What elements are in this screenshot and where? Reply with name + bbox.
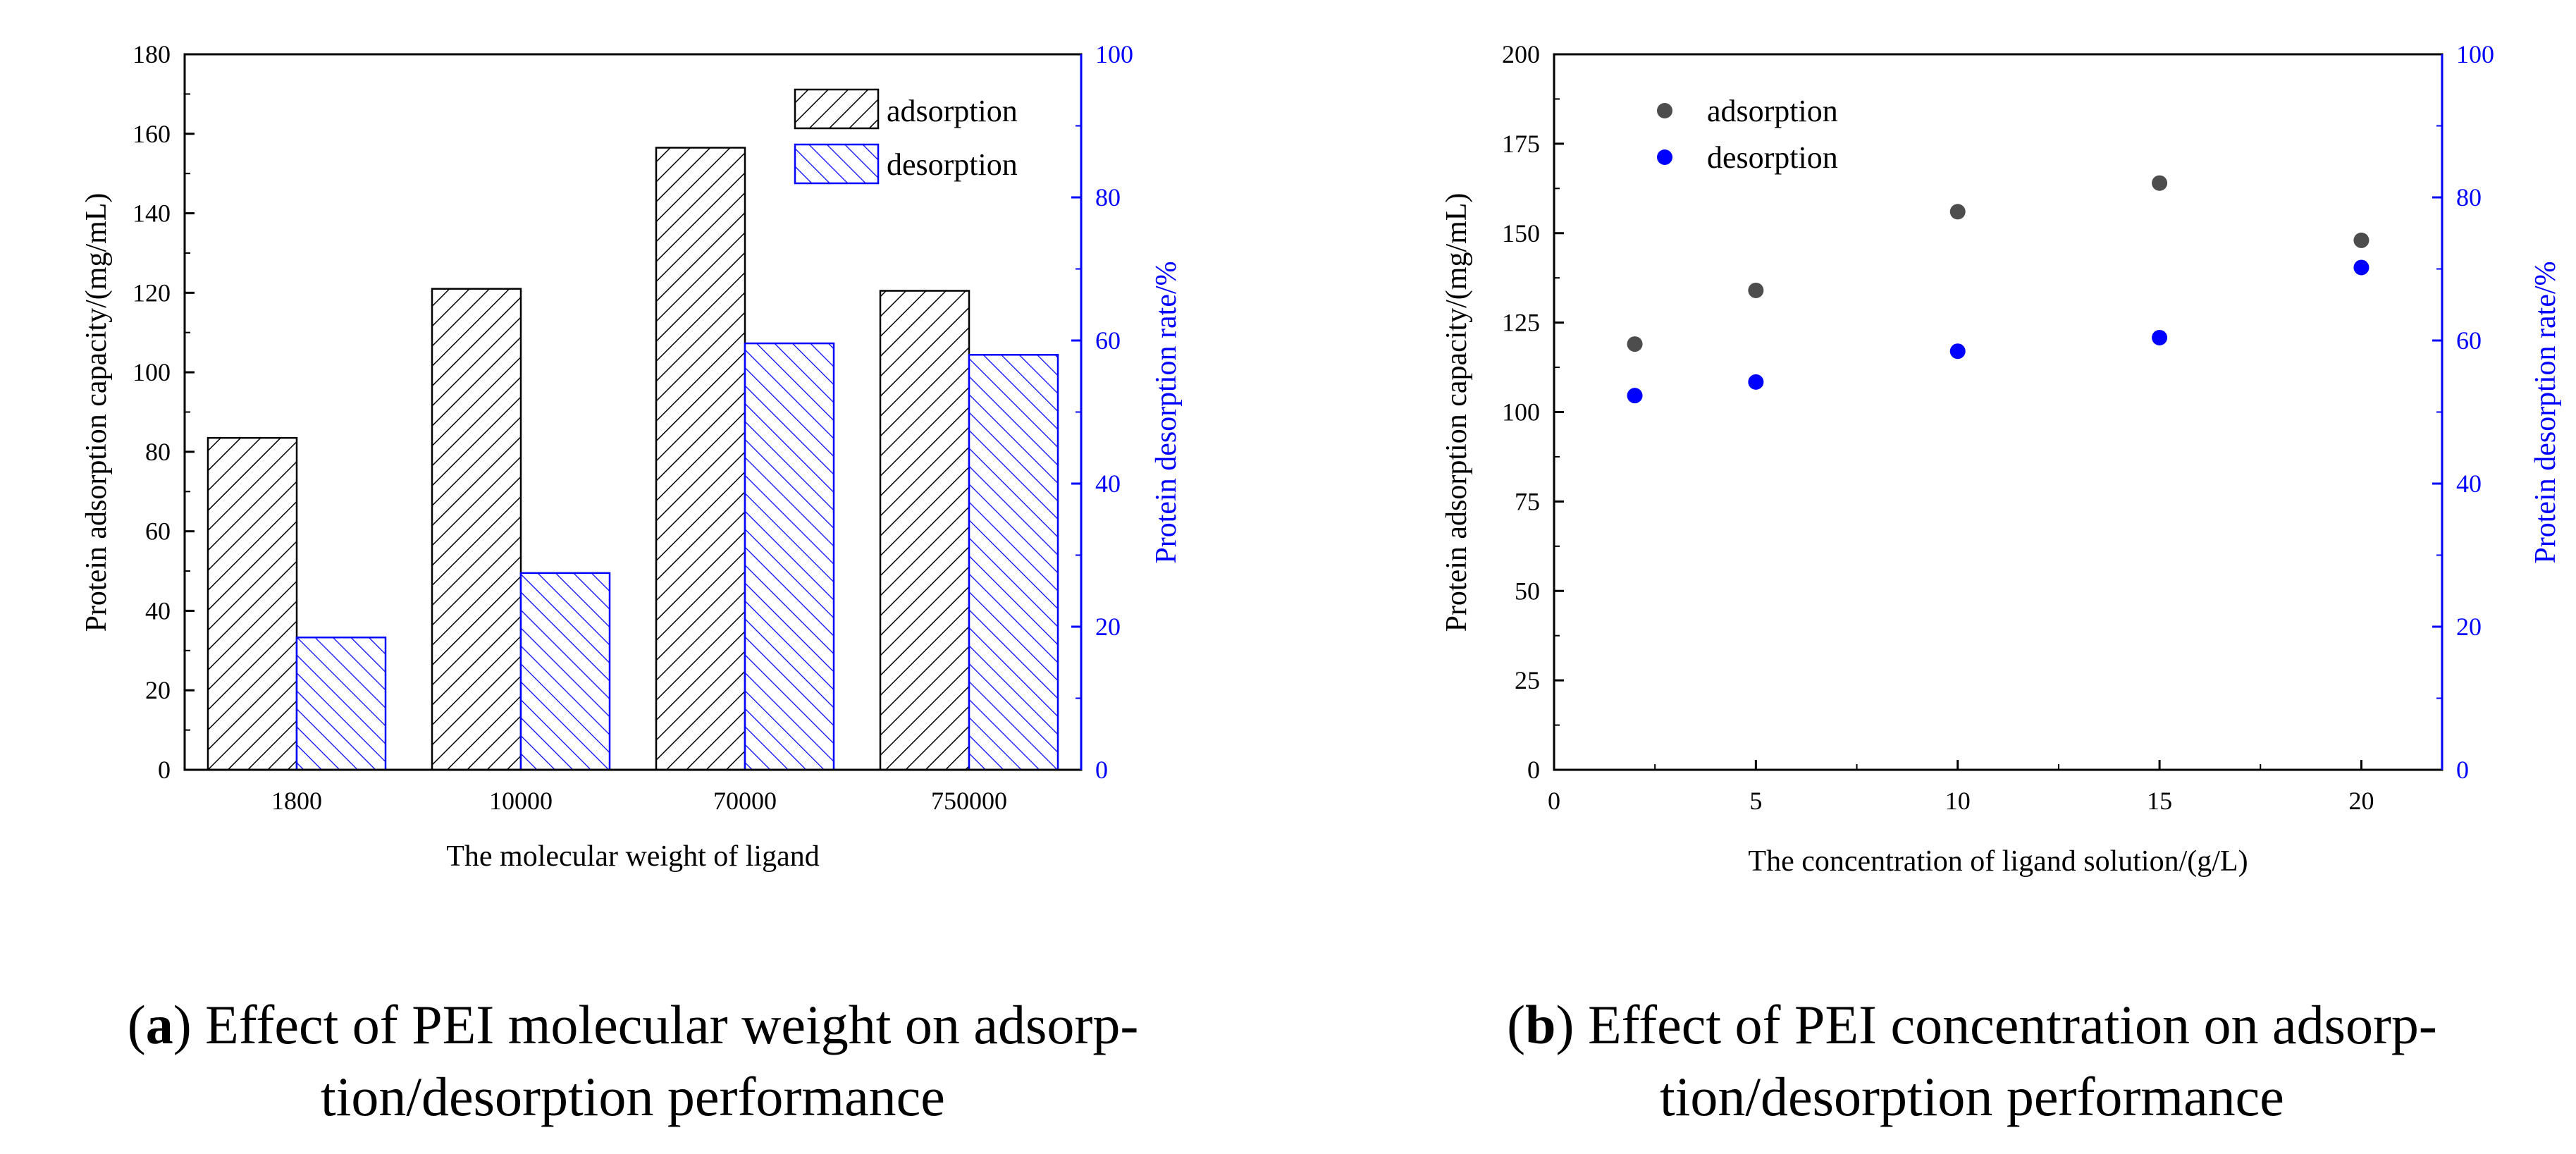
y2-axis-title-b: Protein desorption rate/%	[2529, 261, 2562, 563]
point-desorption-2	[1627, 388, 1643, 404]
legend-a: adsorption desorption	[794, 88, 1018, 185]
bar-desorption-10000	[519, 572, 611, 771]
legend-label-desorption-b: desorption	[1707, 140, 1838, 175]
y-tick-label-a: 60	[145, 517, 171, 546]
y2-tick-label-a: 60	[1095, 326, 1121, 355]
point-adsorption-5	[1748, 282, 1764, 298]
legend-marker-adsorption-b	[1657, 103, 1672, 118]
point-adsorption-15	[2152, 175, 2168, 191]
legend-label-adsorption-a: adsorption	[887, 94, 1018, 128]
y-tick-label-b: 125	[1502, 309, 1540, 337]
chart-panel-b: 0 5 10 15 2002550751001251501752000204060801…	[1441, 40, 2562, 1127]
y-tick-label-a: 160	[133, 120, 171, 148]
x-tick-label-a: 750000	[931, 787, 1007, 815]
points-group-b	[1627, 175, 2369, 404]
y2-tick-label-a: 40	[1095, 469, 1121, 498]
caption-a-line-1: (a) Effect of PEI molecular weight on ad…	[128, 994, 1139, 1055]
grid-group-b	[1553, 53, 2442, 771]
bar-desorption-70000	[744, 342, 835, 771]
y-tick-label-a: 80	[145, 438, 171, 466]
legend-b: adsorption desorption	[1657, 94, 1838, 175]
y-axis-title-a: Protein adsorption capacity/(mg/mL)	[80, 193, 113, 632]
y2-tick-label-b: 0	[2456, 756, 2469, 784]
caption-b-text-1: ) Effect of PEI concentration on adsorp-	[1555, 994, 2436, 1055]
bar-adsorption-750000	[879, 290, 970, 771]
y2-tick-label-a: 100	[1095, 40, 1133, 68]
plot-frame-b	[1553, 53, 2443, 771]
y-tick-label-a: 120	[133, 278, 171, 307]
y-tick-label-a: 140	[133, 200, 171, 228]
x-tick-label-a: 1800	[271, 787, 322, 815]
y2-tick-label-b: 100	[2456, 40, 2494, 68]
point-adsorption-10	[1949, 204, 1966, 220]
legend-label-adsorption-b: adsorption	[1707, 94, 1838, 128]
legend-label-desorption-a: desorption	[887, 147, 1018, 182]
y-tick-label-a: 40	[145, 596, 171, 625]
y2-tick-label-a: 0	[1095, 756, 1108, 784]
y-tick-label-a: 100	[133, 358, 171, 386]
x-tick-label-a: 10000	[489, 787, 553, 815]
y-tick-label-a: 0	[158, 756, 171, 784]
legend-swatch-desorption-a	[794, 143, 880, 185]
y-tick-label-a: 180	[133, 40, 171, 68]
bar-group-a	[207, 147, 1059, 771]
y-tick-label-b: 175	[1502, 130, 1540, 158]
y2-tick-label-b: 20	[2456, 613, 2482, 641]
caption-a-letter: a	[146, 994, 173, 1055]
legend-marker-desorption-b	[1657, 149, 1672, 165]
chart-panel-a: 0204060801001201401601800204060801001800…	[80, 40, 1183, 1127]
x-tick-label-b: 20	[2348, 787, 2374, 815]
y2-tick-label-b: 60	[2456, 326, 2482, 355]
bar-adsorption-70000	[655, 147, 746, 771]
y-tick-label-b: 50	[1515, 577, 1540, 605]
bar-desorption-750000	[968, 354, 1059, 771]
y-tick-label-b: 200	[1502, 40, 1540, 68]
y-tick-label-b: 75	[1515, 487, 1540, 515]
x-tick-label-b: 10	[1945, 787, 1971, 815]
y2-axis-title-a: Protein desorption rate/%	[1150, 261, 1183, 563]
point-desorption-10	[1949, 343, 1966, 360]
bar-desorption-1800	[295, 636, 387, 771]
y2-tick-label-a: 80	[1095, 183, 1121, 211]
y-tick-label-b: 100	[1502, 398, 1540, 426]
x-axis-title-b: The concentration of ligand solution/(g/…	[1748, 845, 2248, 878]
x-tick-label-a: 70000	[713, 787, 777, 815]
caption-a-line-2: tion/desorption performance	[321, 1066, 945, 1127]
caption-b-line-1: (b) Effect of PEI concentration on adsor…	[1507, 994, 2437, 1055]
x-axis-title-a: The molecular weight of ligand	[446, 840, 820, 873]
y2-tick-label-a: 20	[1095, 613, 1121, 641]
y-axis-title-b: Protein adsorption capacity/(mg/mL)	[1441, 193, 1473, 632]
bar-adsorption-10000	[431, 288, 522, 771]
y-tick-label-b: 25	[1515, 666, 1540, 694]
x-tick-label-b: 5	[1749, 787, 1762, 815]
y-tick-label-b: 150	[1502, 219, 1540, 247]
point-adsorption-20	[2353, 232, 2369, 248]
point-desorption-5	[1748, 374, 1764, 390]
legend-swatch-adsorption-a	[794, 88, 880, 130]
point-desorption-20	[2353, 259, 2369, 276]
bar-adsorption-1800	[207, 436, 298, 771]
y2-tick-label-b: 80	[2456, 183, 2482, 211]
x-tick-label-b: 0	[1548, 787, 1560, 815]
y2-tick-label-b: 40	[2456, 469, 2482, 498]
y-tick-label-a: 20	[145, 676, 171, 704]
caption-b-line-2: tion/desorption performance	[1660, 1066, 2284, 1127]
caption-a-text-1: ) Effect of PEI molecular weight on adso…	[173, 994, 1139, 1055]
point-desorption-15	[2152, 329, 2168, 345]
x-tick-label-b: 15	[2147, 787, 2172, 815]
caption-b-letter: b	[1525, 994, 1555, 1055]
point-adsorption-2	[1627, 336, 1643, 352]
y-tick-label-b: 0	[1527, 756, 1540, 784]
